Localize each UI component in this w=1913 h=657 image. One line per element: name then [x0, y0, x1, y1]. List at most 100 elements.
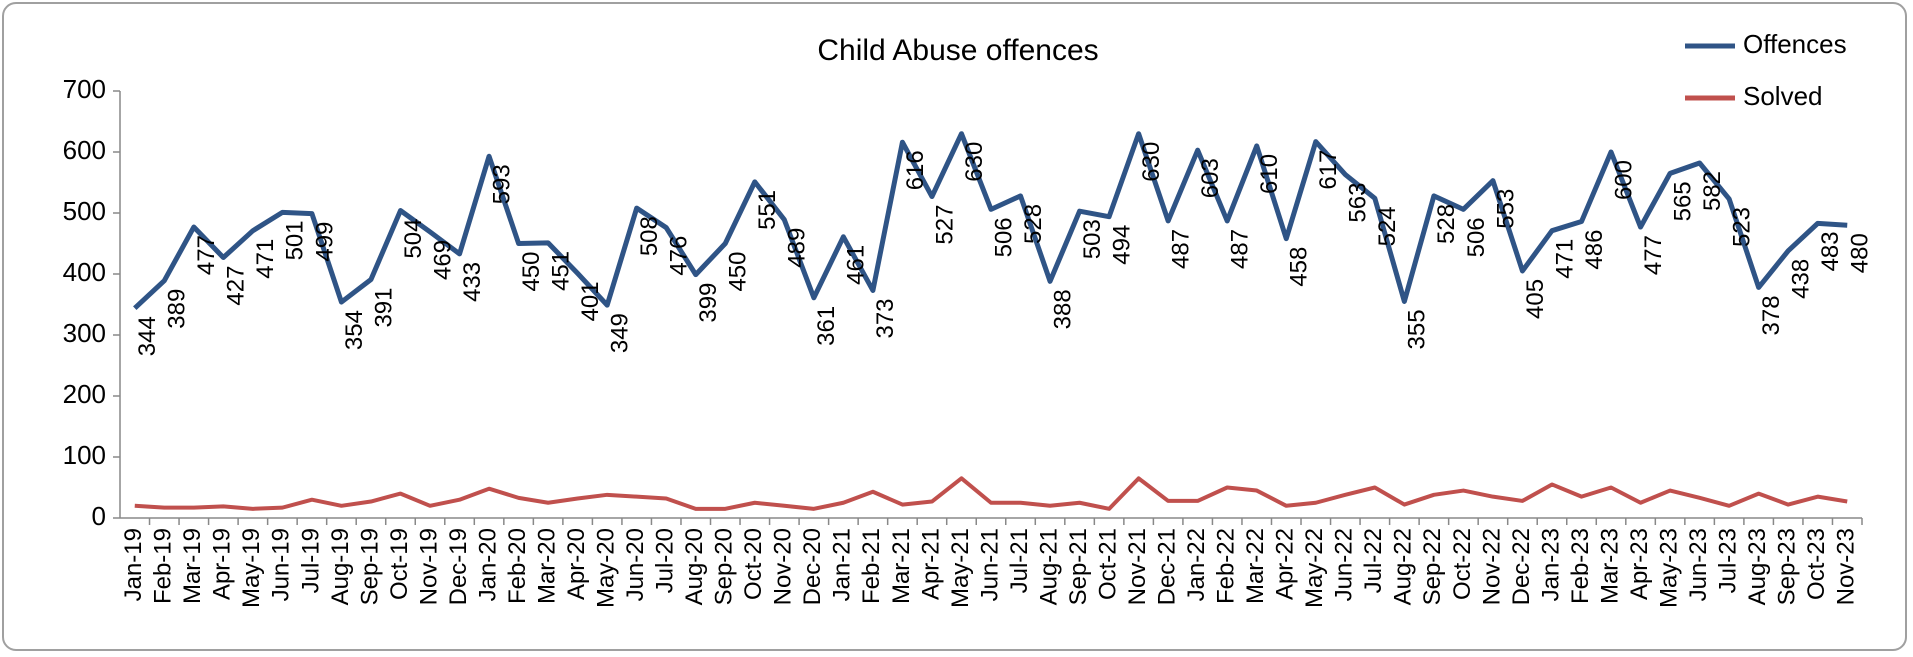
- x-tick-label: Nov-19: [415, 528, 442, 605]
- data-label: 450: [518, 252, 545, 292]
- data-label: 630: [961, 142, 988, 182]
- x-tick-label: Oct-20: [740, 528, 767, 600]
- data-label: 501: [282, 220, 309, 260]
- data-label: 355: [1404, 309, 1431, 349]
- x-tick-label: May-23: [1655, 528, 1682, 608]
- x-tick-label: Dec-19: [445, 528, 472, 605]
- x-tick-label: Sep-22: [1419, 528, 1446, 605]
- x-tick-label: Oct-23: [1803, 528, 1830, 600]
- data-label: 582: [1699, 171, 1726, 211]
- data-label: 593: [488, 164, 515, 204]
- x-tick-label: Jan-20: [474, 528, 501, 601]
- y-tick-label: 500: [63, 196, 106, 226]
- x-tick-label: May-21: [947, 528, 974, 608]
- data-label: 506: [1463, 217, 1490, 257]
- x-tick-label: Jun-20: [622, 528, 649, 601]
- data-label: 450: [725, 252, 752, 292]
- data-label: 391: [370, 287, 397, 327]
- data-label: 401: [577, 281, 604, 321]
- x-tick-label: Dec-20: [799, 528, 826, 605]
- data-label: 427: [223, 266, 250, 306]
- data-label: 469: [429, 240, 456, 280]
- x-tick-label: Aug-19: [327, 528, 354, 605]
- x-tick-label: Aug-21: [1035, 528, 1062, 605]
- x-tick-label: Apr-23: [1626, 528, 1653, 600]
- data-label: 433: [459, 262, 486, 302]
- x-tick-label: Nov-23: [1833, 528, 1860, 605]
- x-tick-label: Mar-20: [533, 528, 560, 604]
- x-tick-label: Mar-22: [1242, 528, 1269, 604]
- data-label: 565: [1669, 181, 1696, 221]
- x-tick-label: Jan-23: [1537, 528, 1564, 601]
- x-tick-label: Jun-22: [1331, 528, 1358, 601]
- y-tick-label: 0: [92, 501, 106, 531]
- data-label: 354: [341, 310, 368, 350]
- y-tick-label: 700: [63, 74, 106, 104]
- x-tick-label: Jan-21: [829, 528, 856, 601]
- data-label: 528: [1433, 204, 1460, 244]
- data-label: 504: [400, 219, 427, 259]
- data-label: 399: [695, 283, 722, 323]
- x-tick-label: Jul-21: [1006, 528, 1033, 593]
- data-label: 487: [1227, 229, 1254, 269]
- chart-title: Child Abuse offences: [817, 34, 1098, 67]
- x-tick-label: Nov-21: [1124, 528, 1151, 605]
- x-tick-label: Feb-22: [1213, 528, 1240, 604]
- x-tick-label: Apr-20: [563, 528, 590, 600]
- y-tick-label: 400: [63, 257, 106, 287]
- x-tick-label: Jul-19: [297, 528, 324, 593]
- x-tick-label: Apr-19: [209, 528, 236, 600]
- data-label: 405: [1522, 279, 1549, 319]
- data-label: 616: [902, 150, 929, 190]
- data-label: 361: [813, 306, 840, 346]
- data-label: 600: [1610, 160, 1637, 200]
- data-label: 471: [1551, 239, 1578, 279]
- x-tick-label: Mar-19: [179, 528, 206, 604]
- x-tick-label: Sep-23: [1774, 528, 1801, 605]
- data-label: 524: [1374, 206, 1401, 246]
- data-label: 373: [872, 298, 899, 338]
- data-label: 477: [193, 235, 220, 275]
- x-tick-label: May-22: [1301, 528, 1328, 608]
- data-label: 378: [1758, 295, 1785, 335]
- x-tick-label: Oct-21: [1094, 528, 1121, 600]
- legend-label: Solved: [1743, 81, 1823, 111]
- series-line: [134, 476, 1848, 511]
- x-tick-label: Jun-23: [1685, 528, 1712, 601]
- data-label: 523: [1728, 207, 1755, 247]
- x-tick-label: Mar-21: [888, 528, 915, 604]
- data-label: 461: [843, 245, 870, 285]
- x-tick-label: Feb-20: [504, 528, 531, 604]
- x-tick-label: Apr-22: [1272, 528, 1299, 600]
- x-tick-label: Feb-21: [858, 528, 885, 604]
- x-tick-label: May-20: [593, 528, 620, 608]
- data-label: 527: [931, 205, 958, 245]
- x-tick-label: Jul-22: [1360, 528, 1387, 593]
- x-tick-label: Sep-21: [1065, 528, 1092, 605]
- data-label: 486: [1581, 230, 1608, 270]
- x-tick-label: Aug-22: [1390, 528, 1417, 605]
- x-tick-label: Dec-22: [1508, 528, 1535, 605]
- x-tick-label: Nov-22: [1478, 528, 1505, 605]
- data-label: 458: [1286, 247, 1313, 287]
- x-tick-label: Jul-23: [1714, 528, 1741, 593]
- data-label: 551: [754, 190, 781, 230]
- data-label: 480: [1847, 233, 1874, 273]
- data-label: 487: [1167, 229, 1194, 269]
- data-label: 528: [1020, 204, 1047, 244]
- x-tick-label: Jul-20: [652, 528, 679, 593]
- x-tick-label: Sep-20: [711, 528, 738, 605]
- data-label: 508: [636, 216, 663, 256]
- x-tick-label: Jun-19: [268, 528, 295, 601]
- y-tick-label: 100: [63, 440, 106, 470]
- data-label: 610: [1256, 154, 1283, 194]
- x-tick-label: Aug-23: [1744, 528, 1771, 605]
- x-tick-label: Oct-22: [1449, 528, 1476, 600]
- data-label: 503: [1079, 219, 1106, 259]
- data-label: 506: [990, 217, 1017, 257]
- data-label: 617: [1315, 150, 1342, 190]
- x-tick-label: Apr-21: [917, 528, 944, 600]
- x-tick-label: Jan-19: [120, 528, 147, 601]
